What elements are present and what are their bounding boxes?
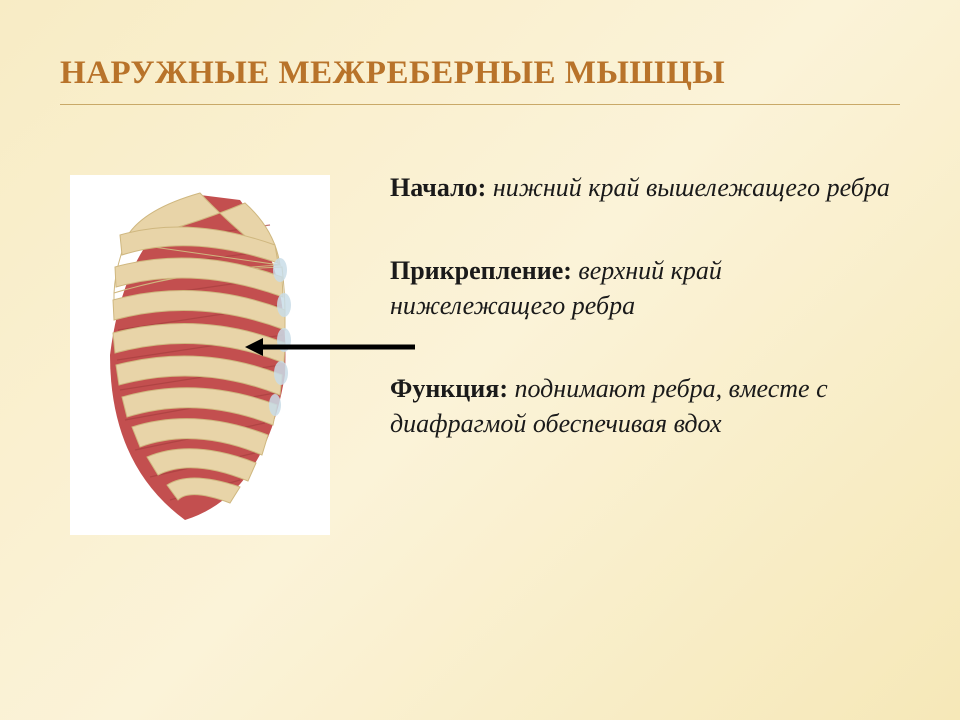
value-origin: нижний край вышележащего ребра (493, 173, 890, 202)
label-function: Функция: (390, 374, 514, 403)
text-column: Начало: нижний край вышележащего ребра П… (390, 165, 900, 489)
section-function: Функция: поднимают ребра, вместе с диафр… (390, 371, 900, 441)
content-row: Начало: нижний край вышележащего ребра П… (60, 165, 900, 535)
image-column (70, 175, 350, 535)
slide-title: НАРУЖНЫЕ МЕЖРЕБЕРНЫЕ МЫШЦЫ (60, 55, 900, 105)
label-origin: Начало: (390, 173, 493, 202)
section-insertion: Прикрепление: верхний край нижележащего … (390, 253, 900, 323)
pointer-arrow (245, 335, 415, 359)
slide: НАРУЖНЫЕ МЕЖРЕБЕРНЫЕ МЫШЦЫ (0, 0, 960, 720)
label-insertion: Прикрепление: (390, 256, 578, 285)
section-origin: Начало: нижний край вышележащего ребра (390, 170, 900, 205)
